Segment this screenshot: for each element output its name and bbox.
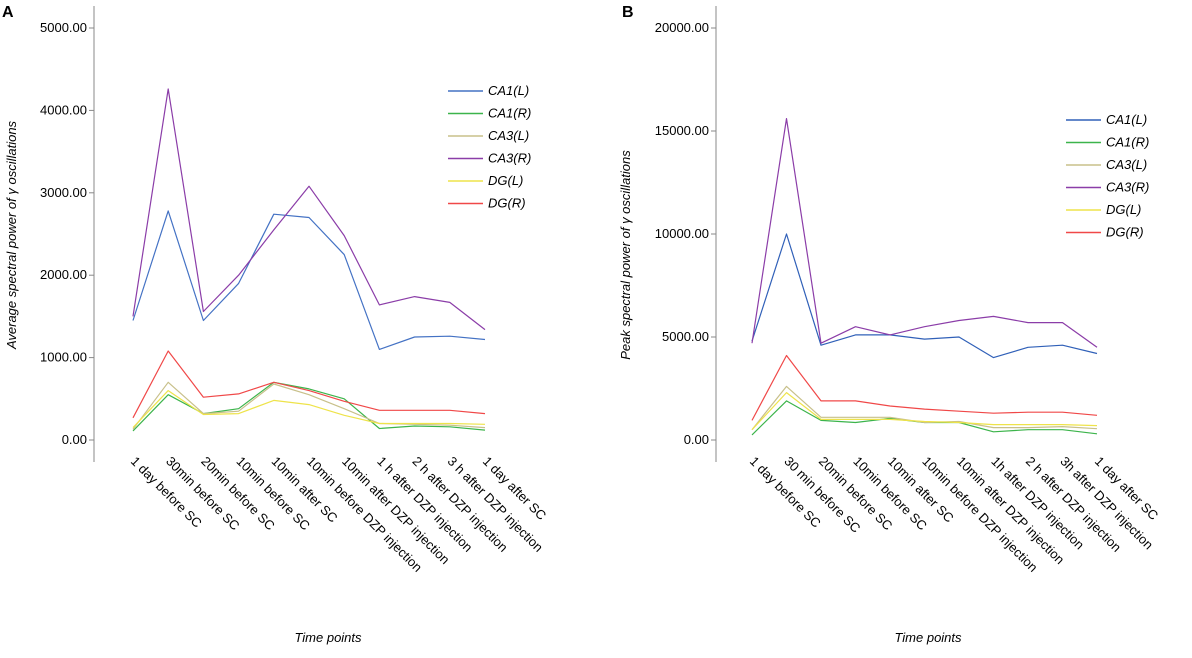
legend-label: CA1(R) [488, 106, 531, 121]
y-tick-label: 15000.00 [655, 123, 709, 138]
legend-label: DG(L) [488, 173, 523, 188]
y-axis-title: Peak spectral power of γ oscillations [618, 150, 633, 360]
series-line-dg-r [132, 350, 486, 419]
series-line-dg-r [751, 354, 1098, 421]
series-line-ca3-r [751, 117, 1098, 348]
series-line-ca3-l [751, 385, 1098, 431]
series-line-ca1-l [132, 210, 486, 350]
series-line-ca1-l [751, 233, 1098, 359]
series-line-ca1-r [132, 381, 486, 432]
legend-label: CA3(L) [488, 128, 529, 143]
y-axis-title: Average spectral power of γ oscillations [4, 120, 19, 350]
y-tick-label: 10000.00 [655, 226, 709, 241]
legend-label: CA1(L) [488, 83, 529, 98]
series-line-ca3-l [132, 381, 486, 430]
legend-label: DG(L) [1106, 202, 1141, 217]
y-tick-label: 0.00 [62, 432, 87, 447]
legend-label: CA1(L) [1106, 112, 1147, 127]
y-tick-label: 4000.00 [40, 102, 87, 117]
x-axis-title: Time points [294, 630, 362, 645]
chart-panel-b: B 0.00 5000.00 10000.00 15000.00 20000.00 Peak… [618, 4, 1161, 645]
legend-label: CA3(L) [1106, 157, 1147, 172]
legend-label: CA3(R) [1106, 180, 1149, 195]
series-line-dg-l [751, 392, 1098, 431]
series-line-dg-l [132, 390, 486, 429]
y-tick-label: 20000.00 [655, 20, 709, 35]
legend-label: DG(R) [488, 196, 526, 211]
legend-label: CA1(R) [1106, 135, 1149, 150]
y-tick-label: 1000.00 [40, 350, 87, 365]
y-tick-label: 2000.00 [40, 267, 87, 282]
legend-label: CA3(R) [488, 151, 531, 166]
series-line-ca3-r [132, 88, 486, 331]
y-tick-label: 3000.00 [40, 185, 87, 200]
panel-label: A [2, 4, 14, 21]
y-tick-label: 5000.00 [40, 20, 87, 35]
y-tick-label: 5000.00 [662, 329, 709, 344]
panel-label: B [622, 4, 634, 21]
y-tick-label: 0.00 [684, 432, 709, 447]
x-axis-title: Time points [894, 630, 962, 645]
chart-panel-a: A 0.00 1000.00 2000.00 3000.00 4000.00 5000.00… [2, 4, 549, 645]
legend-label: DG(R) [1106, 225, 1144, 240]
